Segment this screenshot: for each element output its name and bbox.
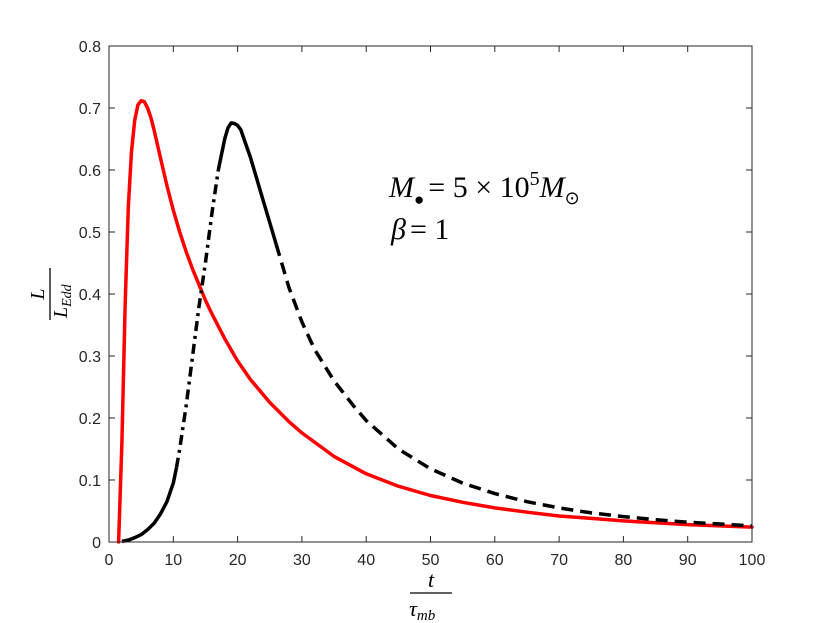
y-tick-label: 0.8	[79, 39, 101, 56]
y-label-numerator: L	[27, 288, 49, 300]
x-tick-label: 0	[105, 552, 114, 569]
x-tick-label: 10	[164, 552, 182, 569]
annotation-line1: M● = 5 × 105M⊙	[388, 168, 580, 209]
series-line-0	[116, 98, 754, 544]
x-tick-label: 40	[357, 552, 375, 569]
x-tick-label: 70	[550, 552, 568, 569]
y-tick-label: 0.7	[79, 101, 101, 118]
x-tick-label: 100	[739, 552, 766, 569]
y-tick-label: 0.5	[79, 225, 101, 242]
x-label-tau: τ	[409, 596, 418, 621]
x-tick-label: 20	[229, 552, 247, 569]
y-label-l: L	[50, 307, 72, 319]
x-label-numerator: t	[428, 567, 435, 592]
mass-equals: = 5 × 10	[428, 171, 529, 204]
y-axis-label: L LEdd	[27, 268, 75, 320]
x-axis-label: t τmb	[409, 567, 452, 623]
x-tick-label: 50	[422, 552, 440, 569]
y-label-denominator: LEdd	[50, 283, 75, 319]
series-layer	[116, 98, 754, 544]
y-tick-label: 0.2	[79, 411, 101, 428]
x-label-denominator: τmb	[409, 596, 436, 623]
x-label-tau-subscript: mb	[417, 608, 436, 623]
series-line-1-segment-1	[174, 169, 221, 468]
mass-exponent: 5	[530, 168, 540, 190]
mass-symbol: M	[388, 171, 416, 204]
unit-symbol: M	[539, 171, 567, 204]
y-tick-label: 0.3	[79, 349, 101, 366]
series-line-1-segment-2	[216, 121, 278, 245]
mass-subscript: ●	[414, 190, 424, 209]
y-tick-label: 0.4	[79, 287, 101, 304]
plot-frame	[108, 45, 753, 543]
x-tick-label: 90	[679, 552, 697, 569]
x-tick-label: 60	[486, 552, 504, 569]
annotation-line2: β = 1	[390, 213, 449, 246]
beta-equals: = 1	[410, 213, 449, 246]
y-tick-label: 0.6	[79, 163, 101, 180]
annotation: M● = 5 × 105M⊙ β = 1	[388, 168, 580, 246]
series-line-1-segment-0	[121, 467, 179, 544]
x-tick-label: 80	[615, 552, 633, 569]
x-tick-label: 30	[293, 552, 311, 569]
beta-symbol: β	[390, 213, 406, 246]
ticks-layer: 0 10 20 30 40 50 60 70 80 90 100 0 0.1 0.2 0.3 0.4 0.5 0.…	[79, 39, 766, 569]
plot-area	[109, 46, 752, 542]
unit-subscript: ⊙	[565, 188, 580, 208]
y-tick-label: 0.1	[79, 473, 101, 490]
y-label-edd-subscript: Edd	[60, 283, 75, 308]
y-tick-label: 0	[92, 535, 101, 552]
series-line-1-segment-3	[274, 243, 753, 528]
